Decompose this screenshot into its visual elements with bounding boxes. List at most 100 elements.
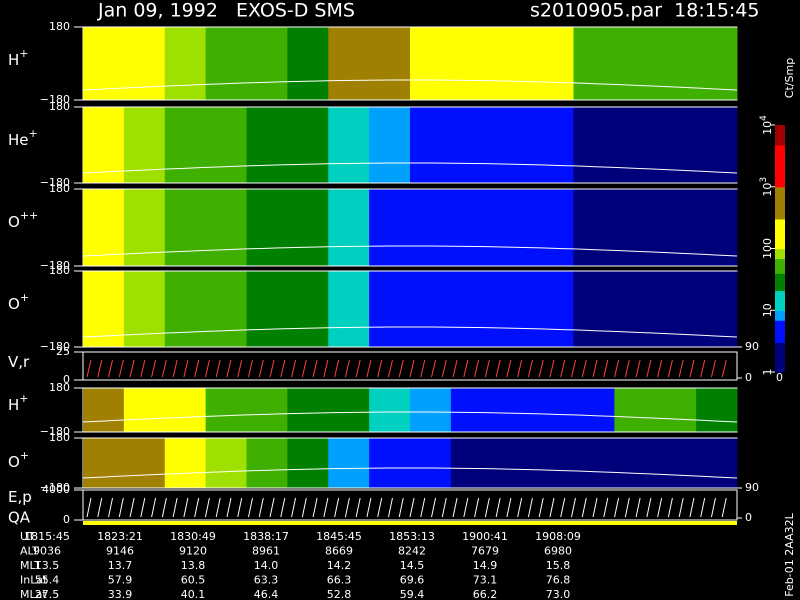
spectrogram-cell [696, 388, 738, 432]
footer-value: 14.2 [327, 559, 352, 572]
footer-value: 15.8 [546, 559, 571, 572]
colorbar-label: Ct/Smp [783, 58, 796, 98]
spectrogram-cell [532, 27, 574, 100]
colorbar-cell [775, 369, 785, 373]
trace [86, 497, 727, 518]
spectrogram-cell [491, 27, 534, 100]
y-tick-label: 180 [49, 264, 70, 277]
colorbar-cell [775, 221, 785, 225]
colorbar-cell [775, 278, 785, 282]
colorbar-cell [775, 152, 785, 156]
panel-label-charge: + [19, 392, 28, 405]
right-tick-label: 90 [745, 481, 759, 494]
colorbar-cell [775, 288, 785, 292]
spectrogram-cell [83, 107, 125, 183]
colorbar-cell [775, 194, 785, 198]
colorbar-cell [775, 142, 785, 146]
footer-value: 1908:09 [535, 530, 581, 543]
spectrogram-cell [287, 438, 329, 488]
spectrogram-cell [655, 27, 697, 100]
footer-label: MLat [20, 588, 47, 600]
spectrogram-cell [287, 27, 329, 100]
spectrogram-cell [573, 107, 615, 183]
colorbar-tick-exponent: 3 [759, 177, 769, 183]
footer-value: 76.8 [546, 574, 571, 587]
colorbar-cell [775, 159, 785, 163]
colorbar-cell [775, 275, 785, 279]
colorbar-cell [775, 327, 785, 331]
spectrogram-cell [410, 271, 452, 347]
colorbar-cell [775, 253, 785, 257]
colorbar-cell [775, 236, 785, 240]
colorbar-cell [775, 307, 785, 311]
panel-label-charge: + [19, 47, 28, 60]
colorbar-cell [775, 191, 785, 195]
footer-value: 8669 [325, 545, 353, 558]
colorbar-cell [775, 354, 785, 358]
footer-label: ALT [20, 545, 39, 558]
footer-value: 1815:45 [24, 530, 70, 543]
spectrogram-cell [532, 271, 574, 347]
spectrogram-cell [696, 27, 738, 100]
spectrogram-cell [450, 189, 493, 266]
y-tick-label: −180 [40, 93, 70, 106]
spectrogram-cell [246, 271, 288, 347]
right-tick-label: 90 [745, 340, 759, 353]
colorbar-cell [775, 246, 785, 250]
spectrogram-cell [246, 438, 288, 488]
colorbar-cell [775, 367, 785, 371]
y-tick-label: 25 [56, 345, 70, 358]
colorbar-tick-label: 103 [759, 177, 775, 197]
colorbar-cell [775, 297, 785, 301]
panel-label-ion: H [8, 51, 19, 69]
y-tick-label: −180 [40, 481, 70, 494]
spectrogram-cell [123, 438, 166, 488]
colorbar-cell [775, 211, 785, 215]
colorbar-cell [775, 283, 785, 287]
spectrogram-cell [328, 388, 370, 432]
footer-value: 1853:13 [389, 530, 435, 543]
panel-label-ion: V,r [8, 353, 30, 371]
y-tick-label: 180 [49, 20, 70, 33]
spectrogram-cell [696, 189, 738, 266]
panel-label-ion: O [8, 453, 20, 471]
spectrogram-cell [205, 27, 247, 100]
spectrogram-cell [246, 388, 288, 432]
spectrogram-cell [164, 189, 207, 266]
spectrogram-cell [246, 107, 288, 183]
colorbar-cell [775, 179, 785, 183]
footer-value: 52.8 [327, 588, 352, 600]
colorbar-cell [775, 315, 785, 319]
colorbar-cell [775, 357, 785, 361]
panel-label: O+ [8, 291, 29, 313]
colorbar-tick-label: 10 [761, 303, 774, 317]
spectrogram-cell [164, 438, 207, 488]
footer-label: InLat [20, 574, 48, 587]
panel-label-charge: + [20, 291, 29, 304]
spectrogram-cell [328, 189, 370, 266]
spectrogram-cell [369, 438, 411, 488]
colorbar-cell [775, 273, 785, 277]
colorbar-cell [775, 189, 785, 193]
spectrogram-cell [123, 388, 166, 432]
colorbar-cell [775, 344, 785, 348]
y-tick-label: −180 [40, 425, 70, 438]
colorbar-cell [775, 169, 785, 173]
spectrogram-cell [614, 438, 656, 488]
right-tick-label: 0 [745, 511, 752, 524]
panel-label-ion: E,p [8, 488, 32, 506]
spectrogram-cell [205, 107, 247, 183]
footer-value: 8961 [252, 545, 280, 558]
colorbar-cell [775, 290, 785, 294]
colorbar-cell [775, 260, 785, 264]
panel-label-ion: O [8, 295, 20, 313]
spectrogram-cell [164, 107, 207, 183]
colorbar-cell [775, 312, 785, 316]
colorbar-cell [775, 134, 785, 138]
colorbar-cell [775, 157, 785, 161]
colorbar-cell [775, 263, 785, 267]
y-tick-label: 180 [49, 431, 70, 444]
colorbar-cell [775, 147, 785, 151]
colorbar-cell [775, 310, 785, 314]
